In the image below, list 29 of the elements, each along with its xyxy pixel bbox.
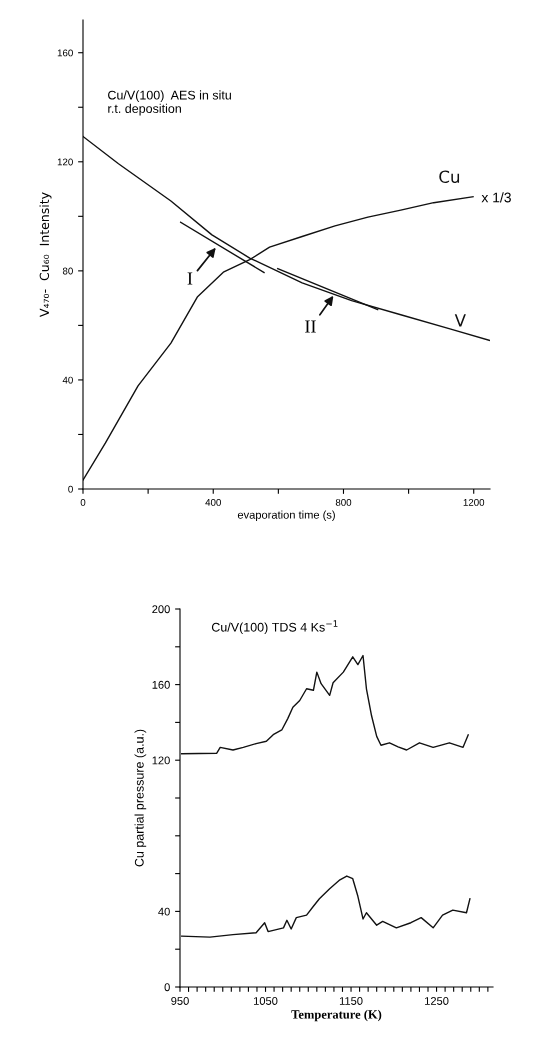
- y-tick-label: 160: [57, 49, 73, 57]
- series-label: Cu: [439, 170, 460, 184]
- y-tick-label: 120: [57, 158, 73, 166]
- annotation: II: [305, 320, 316, 333]
- annotation: I: [187, 272, 193, 285]
- y-tick-label: 40: [62, 376, 73, 384]
- y-tick-label: 40: [158, 907, 170, 916]
- y-tick-label: 160: [152, 680, 170, 689]
- x-axis-title: evaporation time (s): [237, 510, 335, 521]
- x-tick-label: 800: [335, 498, 352, 506]
- y-axis-title: V₄₇₀- Cu₆₀ Intensity: [39, 192, 52, 317]
- text: Cu/V(100) TDS 4 Ks$^{−1}$: [211, 620, 338, 635]
- y-tick-label: 0: [68, 485, 73, 493]
- series-label: V: [454, 314, 466, 327]
- x-axis-title: Temperature (K): [291, 1009, 382, 1022]
- y-axis-title: Cu partial pressure (a.u.): [134, 729, 147, 867]
- text: Cu/V(100) AES in situ r.t. deposition: [108, 90, 231, 116]
- x-tick-label: 1200: [463, 498, 485, 506]
- x-tick-label: 1250: [425, 997, 449, 1005]
- x-tick-label: 1150: [339, 997, 363, 1005]
- y-tick-label: 80: [62, 267, 73, 275]
- x-tick-label: 0: [80, 498, 86, 506]
- x-tick-label: 1050: [254, 997, 278, 1005]
- y-tick-label: 200: [152, 605, 170, 614]
- y-tick-label: 0: [164, 983, 170, 992]
- x-tick-label: 400: [205, 498, 221, 506]
- y-tick-label: 120: [152, 756, 170, 765]
- x-tick-label: 950: [171, 997, 189, 1005]
- annotation: x 1/3: [481, 192, 511, 203]
